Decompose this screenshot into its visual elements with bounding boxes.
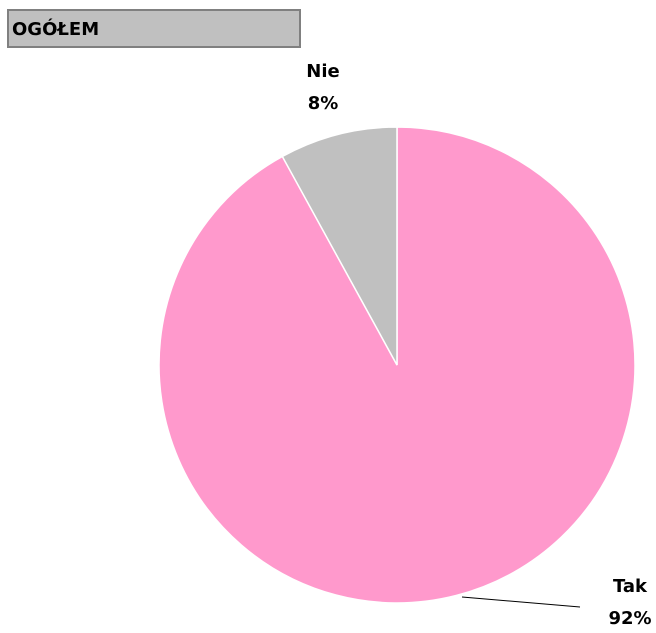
slice-label: Nie [306, 61, 339, 82]
value-label: 92% [608, 608, 651, 629]
pie-slice [281, 126, 398, 366]
title-box [7, 9, 301, 48]
leader-line [461, 596, 581, 608]
slice-label: Tak [613, 576, 648, 597]
chart-title: OGÓŁEM [12, 18, 99, 40]
value-label: 8% [308, 93, 339, 114]
